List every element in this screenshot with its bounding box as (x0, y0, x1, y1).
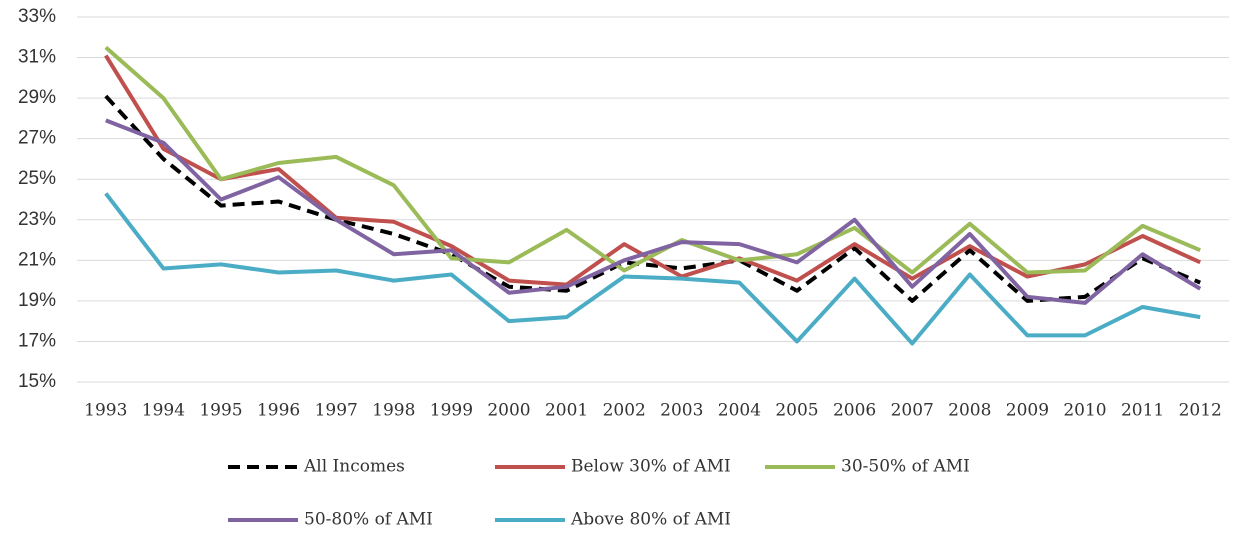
y-tick-label: 31% (18, 47, 56, 68)
x-tick-label: 2004 (718, 401, 761, 421)
x-tick-label: 2001 (545, 401, 588, 421)
series-line (105, 118, 1202, 305)
series-line (104, 192, 1201, 346)
y-tick-label: 19% (18, 290, 56, 311)
x-tick-label: 1995 (199, 401, 242, 421)
y-tick-label: 25% (18, 168, 56, 189)
legend-label: Above 80% of AMI (570, 510, 731, 530)
legend-label: 30-50% of AMI (841, 457, 970, 477)
x-tick-label: 2011 (1121, 401, 1164, 421)
x-tick-label: 2000 (487, 401, 530, 421)
legend-label: All Incomes (303, 457, 405, 477)
y-tick-label: 17% (18, 330, 56, 351)
series-line (104, 94, 1201, 303)
x-tick-label: 2010 (1063, 401, 1106, 421)
x-tick-label: 1997 (315, 401, 358, 421)
y-tick-label: 29% (18, 87, 56, 108)
x-tick-label: 2002 (603, 401, 646, 421)
y-tick-label: 33% (18, 6, 56, 27)
y-tick-label: 21% (18, 249, 56, 270)
x-tick-label: 1998 (372, 401, 415, 421)
legend-label: Below 30% of AMI (571, 457, 731, 477)
x-tick-label: 2003 (660, 401, 703, 421)
x-tick-label: 2012 (1179, 401, 1222, 421)
x-tick-label: 2008 (948, 401, 991, 421)
x-tick-label: 1994 (142, 401, 185, 421)
series-line (104, 45, 1201, 275)
x-tick-label: 1999 (430, 401, 473, 421)
y-tick-label: 15% (18, 371, 56, 392)
x-tick-label: 1993 (84, 401, 127, 421)
x-tick-label: 2007 (891, 401, 934, 421)
legend-label: 50-80% of AMI (304, 510, 433, 530)
series-line (104, 54, 1202, 287)
y-tick-label: 27% (18, 128, 56, 149)
x-tick-label: 2005 (775, 401, 818, 421)
x-tick-label: 2006 (833, 401, 876, 421)
x-tick-label: 2009 (1006, 401, 1049, 421)
y-tick-label: 23% (18, 209, 56, 230)
x-tick-label: 1996 (257, 401, 300, 421)
